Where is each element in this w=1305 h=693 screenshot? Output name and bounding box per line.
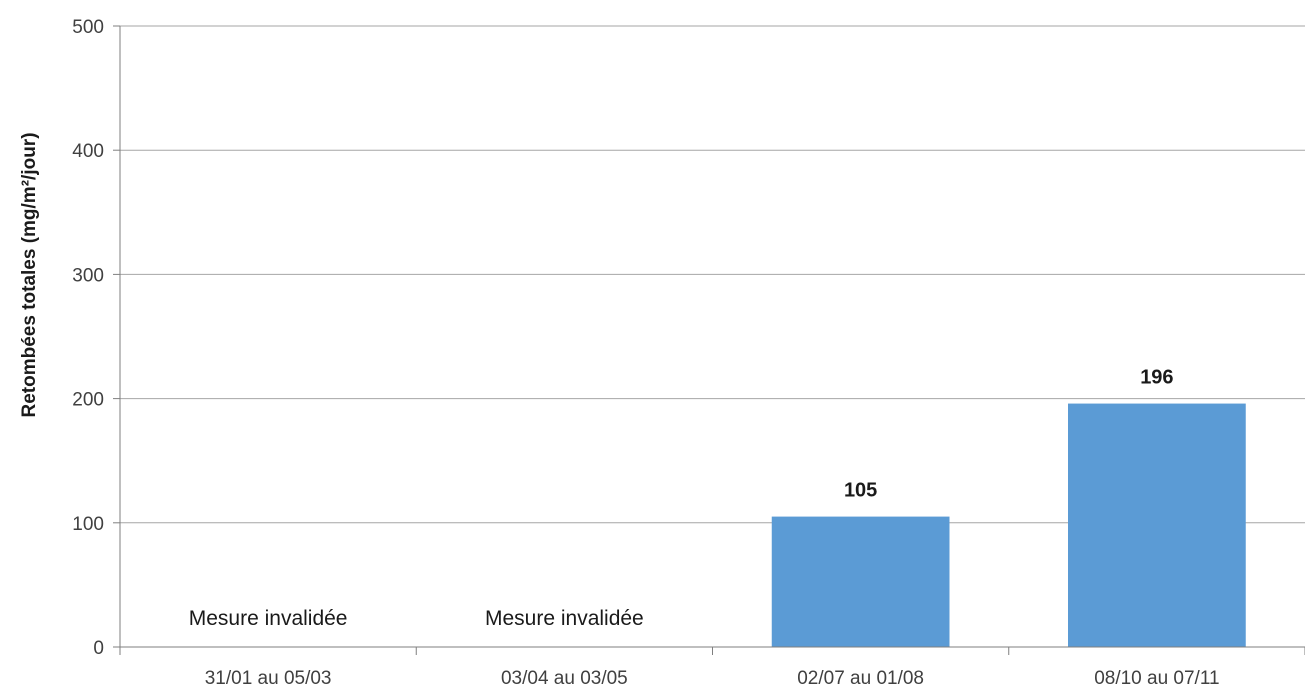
x-tick-label: 08/10 au 07/11: [1094, 668, 1219, 689]
bars: [771, 403, 1246, 647]
y-tick-label: 100: [72, 514, 104, 535]
x-tick-label: 03/04 au 03/05: [501, 668, 628, 689]
data-label: 105: [844, 480, 877, 502]
invalid-measure-annotation: Mesure invalidée: [485, 607, 644, 630]
y-tick-label: 300: [72, 265, 104, 286]
data-label: 196: [1140, 367, 1173, 389]
y-tick-label: 200: [72, 390, 104, 411]
x-tick-label: 02/07 au 01/08: [797, 668, 924, 689]
bar: [1068, 403, 1246, 647]
y-axis-title: Retombées totales (mg/m²/jour): [19, 132, 40, 417]
y-tick-label: 500: [72, 17, 104, 38]
y-tick-label: 0: [93, 638, 104, 659]
y-axis-ticks: 0 100 200 300 400 500: [72, 17, 120, 659]
invalid-measure-annotation: Mesure invalidée: [189, 607, 348, 630]
labels: 31/01 au 05/03 Mesure invalidée 03/04 au 0…: [189, 367, 1220, 689]
axes: [119, 26, 1305, 655]
bar: [771, 516, 950, 647]
x-tick-label: 31/01 au 05/03: [205, 668, 332, 689]
y-tick-label: 400: [72, 141, 104, 162]
